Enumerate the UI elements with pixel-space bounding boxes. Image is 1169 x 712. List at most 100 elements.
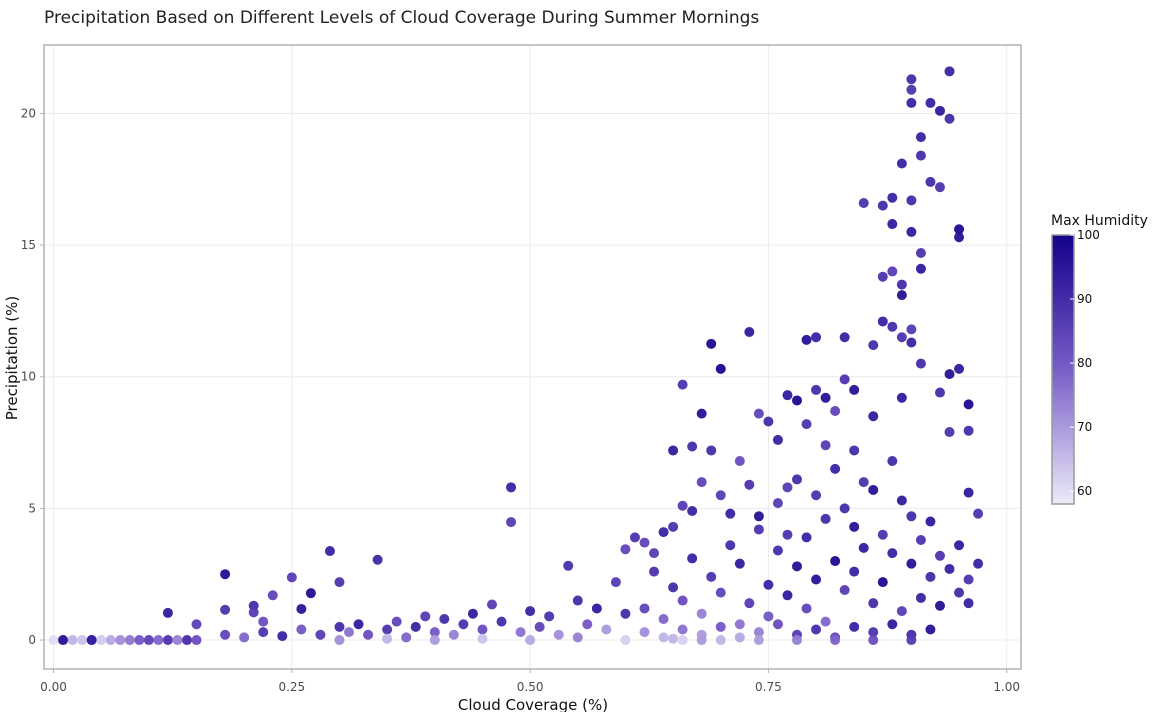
- data-point: [887, 456, 898, 466]
- data-point: [706, 338, 717, 349]
- data-point: [849, 566, 860, 577]
- y-tick-label: 15: [21, 238, 36, 252]
- data-point: [868, 627, 879, 638]
- data-point: [677, 500, 688, 511]
- data-point: [401, 632, 412, 643]
- plot-frame: [43, 44, 1022, 670]
- data-point: [887, 219, 898, 230]
- y-axis-label: Precipitation (%): [3, 296, 21, 420]
- data-point: [677, 379, 688, 390]
- data-point: [887, 266, 898, 277]
- data-point: [334, 621, 345, 632]
- data-point: [820, 616, 831, 627]
- data-point: [849, 384, 860, 395]
- data-point: [734, 558, 745, 569]
- data-point: [668, 521, 679, 532]
- data-point: [772, 545, 783, 556]
- data-point: [925, 624, 936, 635]
- data-point: [849, 521, 860, 532]
- data-point: [715, 587, 726, 598]
- data-point: [906, 635, 917, 646]
- data-point: [906, 226, 917, 237]
- data-point: [363, 629, 374, 640]
- data-point: [687, 553, 698, 564]
- data-point: [534, 621, 545, 632]
- data-point: [305, 588, 316, 599]
- data-point: [172, 635, 183, 646]
- data-point: [877, 316, 888, 327]
- data-point: [458, 619, 469, 630]
- data-point: [448, 629, 459, 640]
- data-point: [906, 84, 917, 95]
- data-point: [896, 290, 907, 301]
- data-point: [620, 544, 631, 555]
- data-point: [658, 613, 669, 624]
- data-point: [849, 445, 860, 456]
- data-point: [506, 517, 517, 528]
- data-point: [744, 479, 755, 490]
- data-point: [191, 635, 202, 646]
- data-point: [344, 627, 355, 638]
- data-point: [677, 624, 688, 635]
- data-point: [353, 619, 364, 630]
- data-point: [220, 604, 231, 615]
- data-point: [715, 621, 726, 632]
- data-point: [801, 532, 812, 543]
- data-point: [553, 629, 564, 640]
- data-point: [162, 635, 173, 646]
- data-point: [763, 416, 774, 427]
- data-point: [811, 574, 822, 585]
- data-point: [687, 506, 698, 517]
- data-point: [811, 384, 822, 395]
- data-point: [658, 527, 669, 538]
- data-point: [582, 619, 593, 630]
- data-point: [830, 405, 841, 416]
- data-point: [86, 635, 97, 646]
- data-point: [915, 534, 926, 545]
- data-point: [258, 616, 269, 627]
- color-legend-bar: [1051, 234, 1075, 505]
- data-point: [830, 635, 841, 646]
- data-point: [610, 577, 621, 588]
- data-point: [572, 595, 583, 606]
- plot-area: 0.00 0.25 0.50 0.75 1.00 0 5 10 15 20: [21, 44, 1022, 694]
- data-point: [58, 635, 69, 646]
- data-point: [915, 150, 926, 161]
- data-point: [896, 332, 907, 343]
- legend-tick-label: 80: [1077, 356, 1092, 370]
- data-point: [134, 635, 145, 646]
- data-point: [334, 635, 345, 646]
- data-point: [296, 624, 307, 635]
- data-point: [629, 532, 640, 543]
- x-tick-label: 1.00: [993, 680, 1020, 694]
- data-point: [877, 529, 888, 540]
- data-point: [181, 635, 192, 646]
- data-point: [496, 616, 507, 627]
- data-point: [677, 595, 688, 606]
- data-point: [525, 635, 536, 646]
- data-point: [915, 132, 926, 143]
- data-point: [477, 633, 488, 644]
- data-point: [620, 635, 631, 646]
- data-point: [753, 511, 764, 522]
- data-point: [963, 598, 974, 609]
- data-point: [67, 635, 78, 646]
- data-point: [839, 332, 850, 343]
- data-point: [48, 635, 59, 646]
- data-point: [934, 105, 945, 116]
- data-point: [925, 516, 936, 527]
- data-point: [830, 556, 841, 567]
- data-point: [877, 271, 888, 282]
- data-point: [515, 627, 526, 638]
- data-point: [286, 572, 297, 583]
- data-point: [954, 540, 965, 551]
- data-point: [153, 635, 164, 646]
- data-point: [772, 498, 783, 509]
- data-point: [963, 399, 974, 410]
- data-point: [382, 624, 393, 635]
- data-point: [277, 631, 288, 642]
- data-point: [925, 97, 936, 108]
- data-point: [77, 635, 88, 646]
- data-point: [734, 456, 745, 466]
- data-point: [906, 558, 917, 569]
